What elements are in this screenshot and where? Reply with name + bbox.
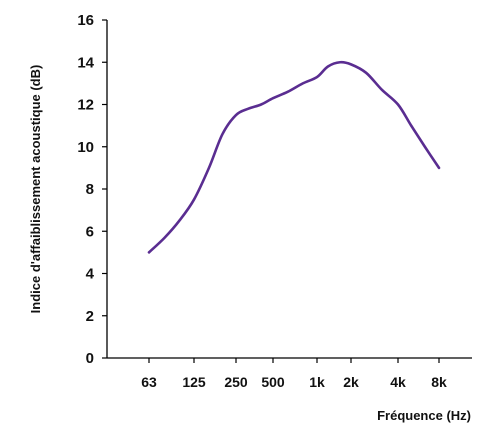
series-line <box>147 60 441 254</box>
y-tick-label: 2 <box>86 308 94 325</box>
x-tick-label: 2k <box>343 374 359 390</box>
y-tick-label: 10 <box>77 139 94 156</box>
x-tick-label: 125 <box>182 374 206 390</box>
y-axis-label: Indice d'affaiblissement acoustique (dB) <box>28 65 43 314</box>
x-axis-label: Fréquence (Hz) <box>377 408 471 423</box>
x-tick-label: 63 <box>141 374 157 390</box>
x-tick-label: 8k <box>431 374 447 390</box>
x-tick-label: 4k <box>390 374 406 390</box>
y-tick-label: 12 <box>77 97 94 114</box>
y-tick-label: 14 <box>77 54 94 71</box>
y-tick-label: 0 <box>86 350 94 367</box>
y-tick-label: 8 <box>86 181 94 198</box>
y-tick-label: 6 <box>86 223 94 240</box>
x-tick-label: 250 <box>224 374 248 390</box>
x-tick-label: 500 <box>261 374 285 390</box>
y-tick-label: 4 <box>86 266 95 283</box>
x-tick-label: 1k <box>309 374 325 390</box>
y-tick-label: 16 <box>77 12 94 29</box>
